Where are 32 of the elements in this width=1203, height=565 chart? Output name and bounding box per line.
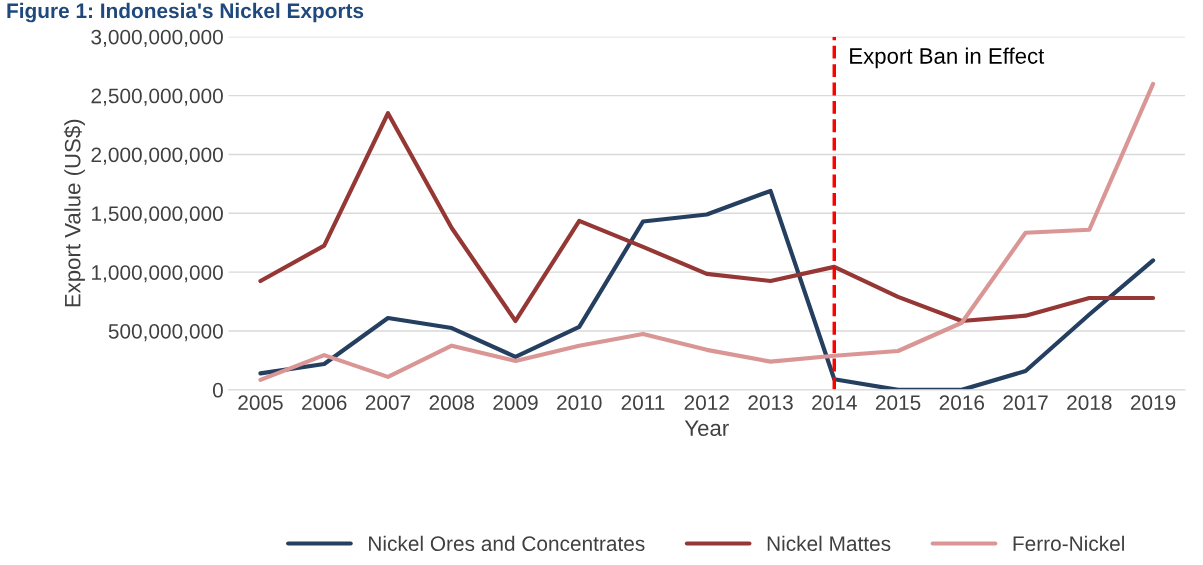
x-tick-label: 2006: [302, 395, 347, 411]
ref-line-label: Export Ban in Effect: [850, 47, 1045, 69]
x-tick-label: 2007: [365, 395, 411, 411]
x-tick-label: 2013: [748, 395, 793, 411]
y-tick-label: 2,000,000,000: [91, 147, 223, 165]
x-tick-label: 2015: [875, 395, 921, 411]
y-tick-label: 500,000,000: [108, 324, 223, 342]
x-tick-label: 2008: [429, 395, 474, 411]
x-axis-title: Year: [684, 420, 729, 437]
x-tick-label: 2017: [1003, 395, 1048, 411]
y-tick-label: 2,500,000,000: [91, 88, 223, 106]
legend-label: Nickel Mattes: [767, 535, 891, 552]
y-axis-title: Export Value (US$): [63, 119, 85, 307]
line-series: [258, 111, 1156, 324]
legend-label: Nickel Ores and Concentrates: [369, 535, 645, 552]
x-tick-label: 2019: [1130, 395, 1176, 411]
legend-label: Ferro-Nickel: [1013, 535, 1124, 552]
chart-title: Figure 1: Indonesia's Nickel Exports: [7, 2, 364, 23]
x-tick-label: 2014: [812, 395, 857, 411]
line-series: [258, 81, 1156, 382]
x-tick-label: 2005: [238, 395, 283, 411]
x-tick-label: 2011: [621, 395, 665, 411]
x-tick-label: 2009: [493, 395, 538, 411]
y-tick-label: 1,500,000,000: [92, 206, 223, 224]
x-tick-label: 2018: [1067, 395, 1112, 411]
x-tick-label: 2010: [557, 395, 602, 411]
x-tick-label: 2016: [939, 395, 985, 411]
y-tick-label: 0: [212, 382, 223, 398]
x-tick-label: 2012: [684, 395, 729, 411]
y-tick-label: 3,000,000,000: [91, 29, 223, 47]
line-series: [258, 188, 1156, 390]
y-tick-label: 1,000,000,000: [92, 265, 223, 283]
